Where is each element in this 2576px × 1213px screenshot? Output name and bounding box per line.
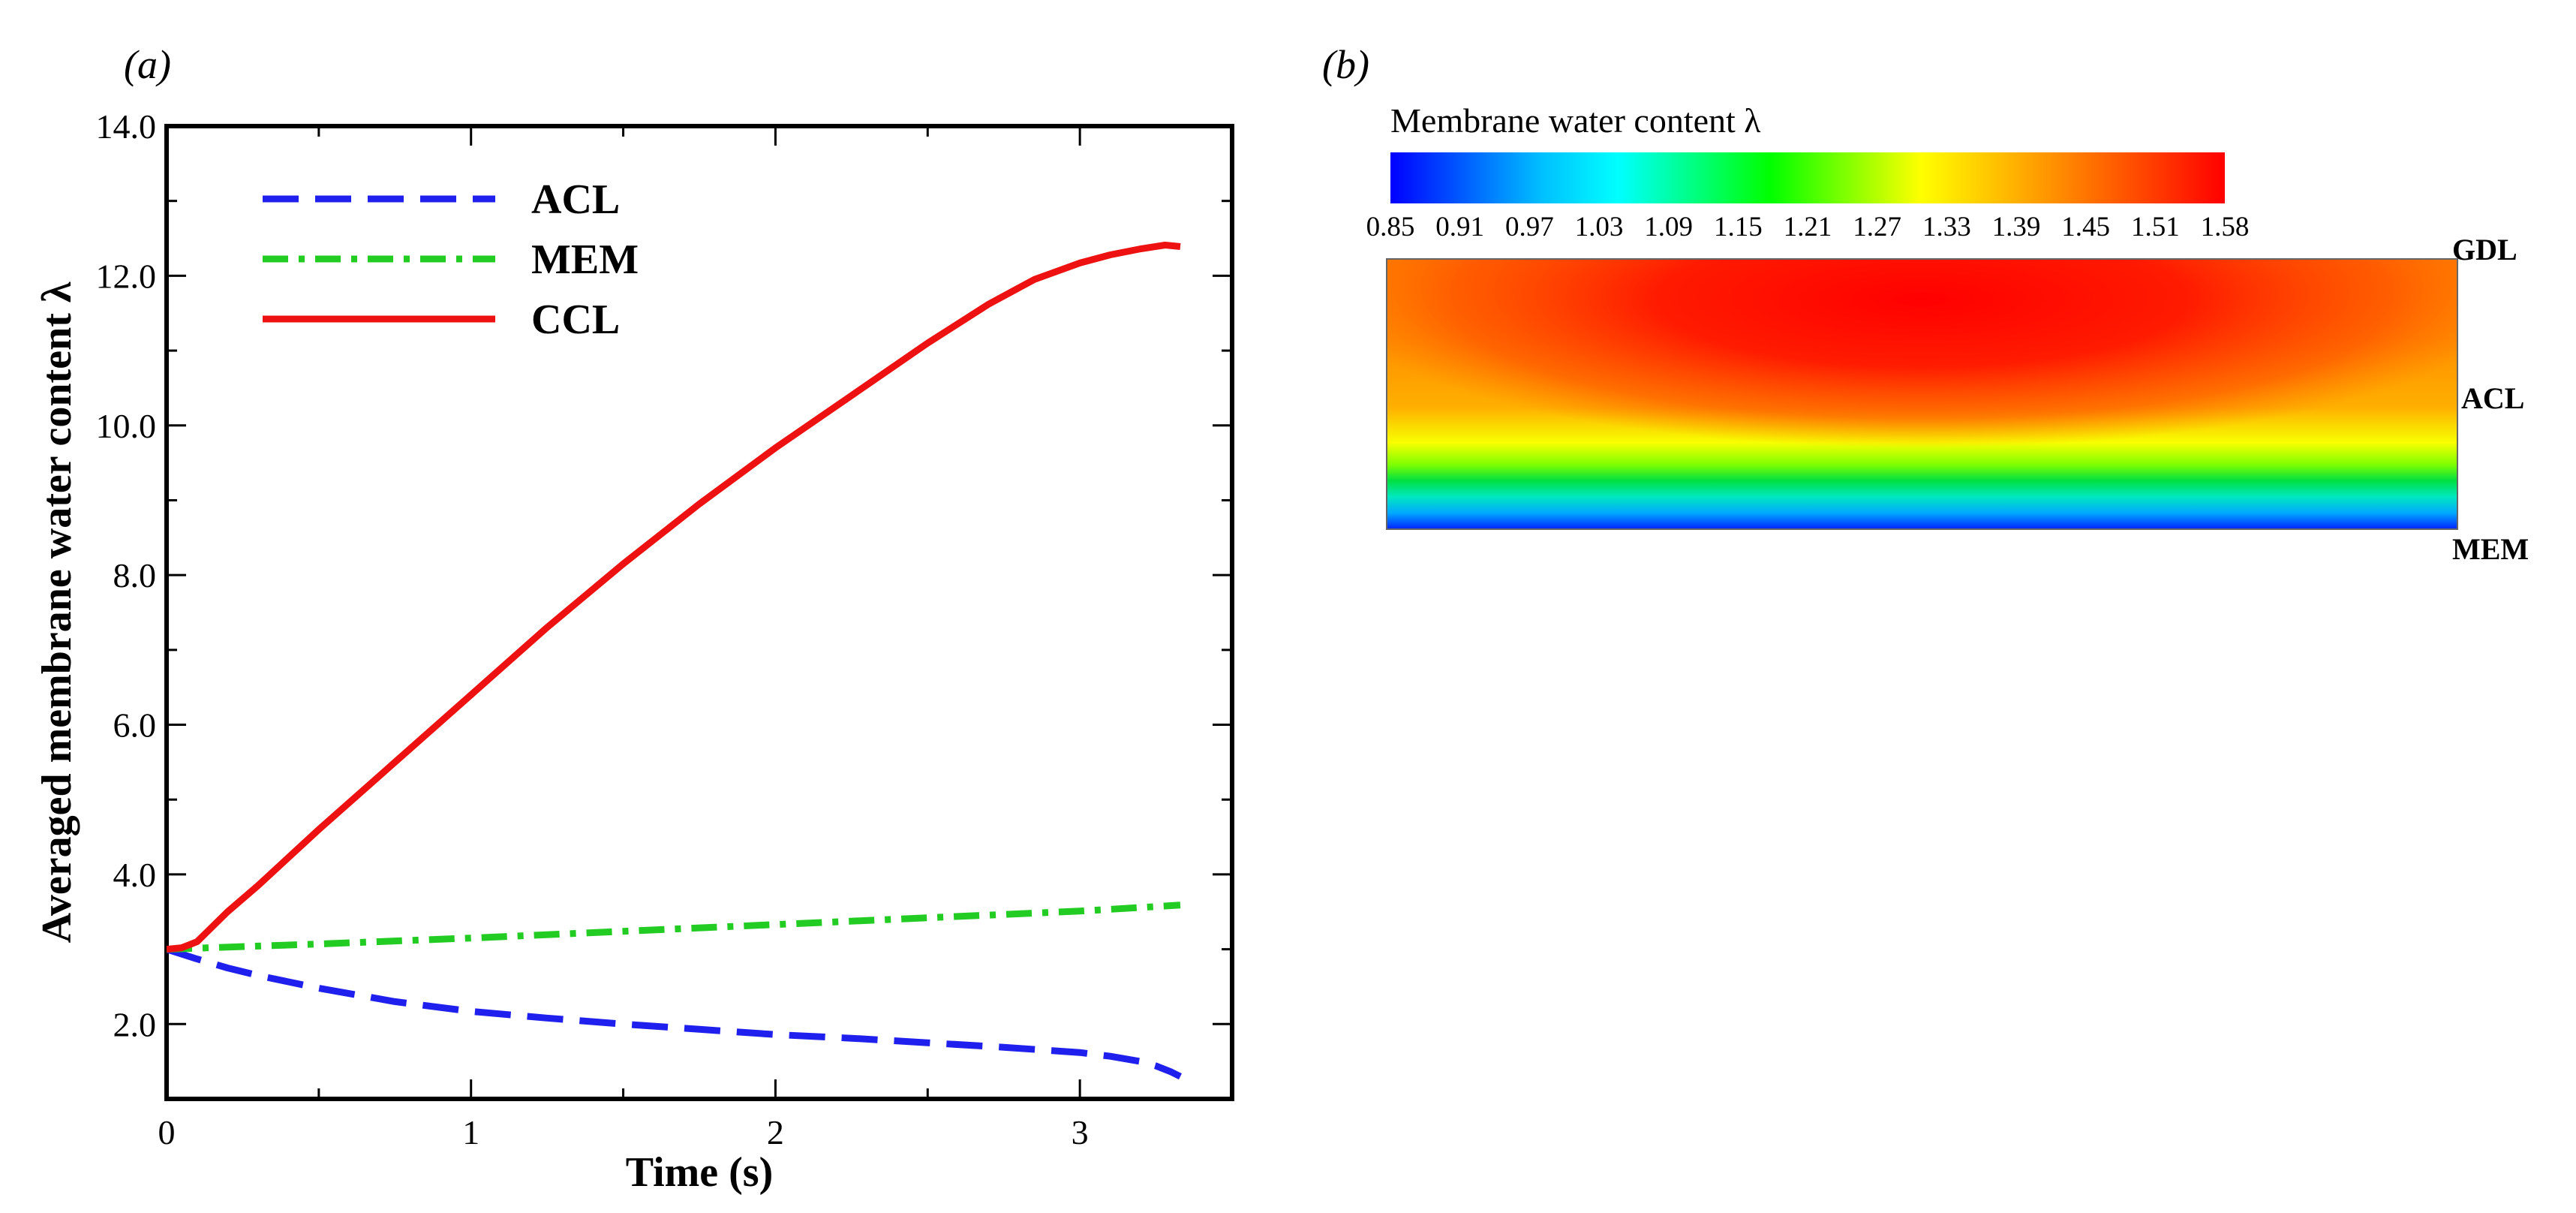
colorbar-tick-label: 0.91 [1435,212,1484,242]
colorbar-tick-label: 1.21 [1784,212,1832,242]
legend: ACL MEM CCL [263,176,639,343]
colorbar-title: Membrane water content λ [1390,101,1761,140]
colorbar-tick-label: 1.09 [1644,212,1693,242]
legend-label-mem: MEM [531,236,639,283]
layer-label-gdl: GDL [2452,233,2517,266]
series-line-ccl [167,242,1181,953]
line-chart: 0 1 2 3 2.0 4.0 6.0 8.0 10.0 12.0 14.0 Time (s) A… [34,107,1234,1196]
y-tick-label: 2.0 [113,1005,157,1043]
y-tick-label: 10.0 [96,407,157,445]
colorbar-tick-label: 1.51 [2131,212,2180,242]
y-axis-title: Averaged membrane water content λ [34,281,80,943]
colorbar-tick-label: 1.03 [1575,212,1624,242]
contour-plot: Membrane water content λ 0.85 0.91 0.97 1.0… [1366,101,2529,566]
y-tick-label: 8.0 [113,556,157,594]
x-tick-label: 2 [767,1113,784,1151]
x-tick-label: 3 [1072,1113,1089,1151]
legend-label-ccl: CCL [531,296,620,343]
colorbar-tick-label: 1.15 [1714,212,1763,242]
x-axis-title: Time (s) [626,1149,774,1196]
contour-field [1386,258,2458,530]
colorbar-tick-label: 1.27 [1853,212,1901,242]
contour-hotspot [1387,259,2457,529]
x-axis: 0 1 2 3 [158,126,1234,1151]
colorbar-ticks: 0.85 0.91 0.97 1.03 1.09 1.15 1.21 1.27 1.33 1.39… [1366,212,2250,242]
colorbar-tick-label: 1.45 [2061,212,2110,242]
legend-label-acl: ACL [531,176,620,223]
x-tick-label: 1 [462,1113,479,1151]
colorbar-tick-label: 0.85 [1366,212,1415,242]
series-line-acl [167,946,1182,1080]
colorbar-tick-label: 1.58 [2201,212,2250,242]
layer-label-mem: MEM [2452,532,2529,566]
colorbar-tick-label: 1.39 [1992,212,2041,242]
colorbar-tick-label: 0.97 [1505,212,1554,242]
colorbar-tick-label: 1.33 [1922,212,1971,242]
x-tick-label: 0 [158,1113,176,1151]
series-line-mem [167,901,1181,953]
panel-b-label: (b) [1322,42,1369,87]
contour-frame [1386,258,2458,530]
panel-a-label: (a) [124,42,171,87]
y-tick-label: 12.0 [96,257,157,295]
y-tick-label: 4.0 [113,856,157,894]
y-tick-label: 6.0 [113,706,157,745]
y-axis: 2.0 4.0 6.0 8.0 10.0 12.0 14.0 [96,107,1232,1100]
y-tick-label: 14.0 [96,107,157,146]
series-layer [167,242,1182,1080]
plot-frame [164,124,1234,1101]
colorbar [1390,152,2225,203]
layer-label-acl: ACL [2461,381,2524,415]
